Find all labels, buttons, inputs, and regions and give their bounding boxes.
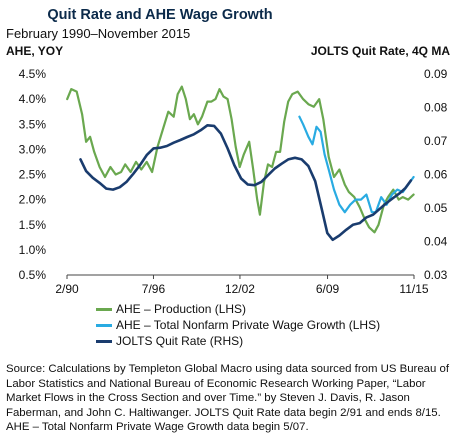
x-tick-label: 2/90 (55, 282, 79, 296)
chart-subtitle: February 1990–November 2015 (6, 26, 191, 41)
series-line-1 (66, 85, 415, 234)
legend-label: JOLTS Quit Rate (RHS) (116, 334, 244, 348)
legend-item: AHE – Production (LHS) (96, 301, 380, 317)
y-right-tick-label: 0.09 (424, 67, 448, 81)
y-right-tick-label: 0.06 (424, 168, 448, 182)
y-right-tick-label: 0.07 (424, 134, 448, 148)
source-note: Source: Calculations by Templeton Global… (6, 363, 449, 433)
y-left-tick-label: 2.0% (19, 193, 47, 207)
chart-legend: AHE – Production (LHS) AHE – Total Nonfar… (96, 301, 380, 349)
chart-title: Quit Rate and AHE Wage Growth (47, 7, 273, 23)
y-right-tick-label: 0.08 (424, 101, 448, 115)
y-left-tick-label: 4.5% (19, 67, 47, 81)
legend-label: AHE – Total Nonfarm Private Wage Growth … (116, 318, 381, 332)
legend-label: AHE – Production (LHS) (116, 302, 247, 316)
y-left-tick-label: 1.0% (19, 243, 47, 257)
y-left-tick-label: 0.5% (19, 268, 47, 282)
y-left-tick-label: 4.0% (19, 92, 47, 106)
legend-swatch (96, 340, 112, 343)
x-tick-label: 11/15 (399, 282, 428, 296)
right-axis-label: JOLTS Quit Rate, 4Q MA (310, 44, 450, 58)
y-right-tick-label: 0.03 (424, 268, 448, 282)
series-line-3 (79, 124, 413, 242)
series-line-2 (298, 115, 415, 214)
x-tick-label: 12/02 (225, 282, 255, 296)
y-left-tick-label: 2.5% (19, 168, 47, 182)
y-right-tick-label: 0.05 (424, 201, 448, 215)
chart-svg: 0.5% 1.0% 1.5% 2.0% 2.5% 3.0% 3.5% 4.0% 4.5% 0.03… (19, 67, 448, 296)
legend-swatch (96, 308, 112, 311)
y-left-tick-label: 3.0% (19, 142, 47, 156)
left-axis-label: AHE, YOY (6, 44, 64, 58)
y-right-tick-label: 0.04 (424, 235, 448, 249)
legend-item: JOLTS Quit Rate (RHS) (96, 333, 380, 349)
x-tick-label: 7/96 (142, 282, 166, 296)
legend-swatch (96, 324, 112, 327)
x-tick-label: 6/09 (316, 282, 340, 296)
y-left-tick-label: 3.5% (19, 117, 47, 131)
legend-item: AHE – Total Nonfarm Private Wage Growth … (96, 317, 380, 333)
y-left-tick-label: 1.5% (19, 218, 47, 232)
